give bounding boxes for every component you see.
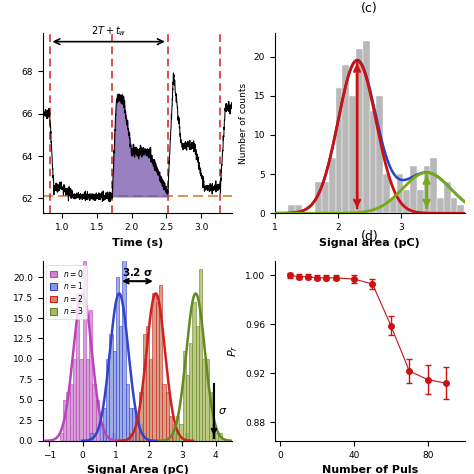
Bar — [189, 343, 192, 441]
Bar — [86, 359, 89, 441]
X-axis label: Time (s): Time (s) — [112, 237, 163, 247]
Bar — [192, 301, 196, 441]
Bar — [79, 359, 82, 441]
Bar — [295, 205, 302, 213]
Bar — [370, 111, 376, 213]
Bar — [175, 433, 179, 441]
Y-axis label: Number of counts: Number of counts — [239, 82, 248, 164]
Bar — [66, 392, 70, 441]
Bar — [212, 424, 215, 441]
Bar — [424, 166, 430, 213]
Bar — [139, 392, 143, 441]
Bar — [410, 166, 417, 213]
Bar — [457, 205, 464, 213]
Legend: $n=0$, $n=1$, $n=2$, $n=3$: $n=0$, $n=1$, $n=2$, $n=3$ — [46, 264, 87, 319]
Bar — [219, 433, 222, 441]
Bar — [96, 400, 99, 441]
Bar — [397, 174, 403, 213]
Bar — [126, 383, 129, 441]
Bar — [205, 359, 209, 441]
Bar — [176, 416, 179, 441]
Bar — [116, 277, 119, 441]
Bar — [129, 408, 132, 441]
Bar — [156, 301, 159, 441]
Bar — [132, 408, 136, 441]
Bar — [103, 408, 106, 441]
X-axis label: Signal area (pC): Signal area (pC) — [319, 237, 420, 247]
Bar — [70, 383, 73, 441]
Bar — [153, 293, 156, 441]
Bar — [63, 400, 66, 441]
Bar — [159, 285, 162, 441]
Bar — [186, 375, 189, 441]
Bar — [60, 433, 63, 441]
Bar — [444, 182, 451, 213]
Bar — [113, 351, 116, 441]
Bar — [90, 433, 93, 441]
Bar — [73, 359, 76, 441]
Bar — [182, 351, 186, 441]
Bar — [112, 433, 115, 441]
Bar — [417, 190, 424, 213]
Text: (c): (c) — [361, 2, 378, 15]
Bar — [329, 158, 336, 213]
Bar — [437, 198, 444, 213]
Bar — [146, 326, 149, 441]
Bar — [343, 64, 349, 213]
Bar — [149, 359, 153, 441]
Bar — [119, 326, 122, 441]
Bar — [383, 174, 390, 213]
Bar — [430, 158, 437, 213]
Bar — [130, 433, 133, 441]
Bar — [363, 41, 370, 213]
Bar — [169, 416, 172, 441]
Bar — [451, 198, 457, 213]
Bar — [165, 392, 169, 441]
Bar — [173, 424, 176, 441]
Bar — [76, 293, 79, 441]
Bar — [109, 334, 113, 441]
Bar — [89, 310, 92, 441]
Bar — [196, 326, 199, 441]
Bar — [122, 253, 126, 441]
Bar — [143, 334, 146, 441]
Bar — [336, 88, 343, 213]
Bar — [199, 269, 202, 441]
Bar — [179, 424, 182, 441]
X-axis label: Number of Puls: Number of Puls — [321, 465, 418, 474]
Bar — [349, 96, 356, 213]
Bar — [106, 359, 109, 441]
Bar — [142, 433, 145, 441]
Bar — [316, 182, 322, 213]
Text: (d): (d) — [361, 230, 379, 243]
Bar — [376, 96, 383, 213]
Bar — [136, 416, 139, 441]
Text: $\mathbf{3.2\ \sigma}$: $\mathbf{3.2\ \sigma}$ — [122, 266, 153, 278]
Bar — [356, 49, 363, 213]
Bar — [322, 182, 329, 213]
Bar — [139, 424, 142, 441]
Bar — [82, 261, 86, 441]
X-axis label: Signal Area (pC): Signal Area (pC) — [87, 465, 188, 474]
Text: $2T + t_w$: $2T + t_w$ — [91, 25, 127, 38]
Bar — [136, 416, 139, 441]
Bar — [390, 198, 397, 213]
Bar — [100, 424, 103, 441]
Bar — [289, 205, 295, 213]
Bar — [202, 359, 205, 441]
Bar — [102, 424, 105, 441]
Bar — [162, 383, 165, 441]
Bar — [209, 392, 212, 441]
Bar — [403, 190, 410, 213]
Y-axis label: $P_r$: $P_r$ — [226, 345, 239, 357]
Bar — [215, 433, 219, 441]
Bar — [185, 433, 188, 441]
Bar — [92, 383, 96, 441]
Bar — [172, 433, 175, 441]
Text: $\sigma$: $\sigma$ — [218, 406, 228, 416]
